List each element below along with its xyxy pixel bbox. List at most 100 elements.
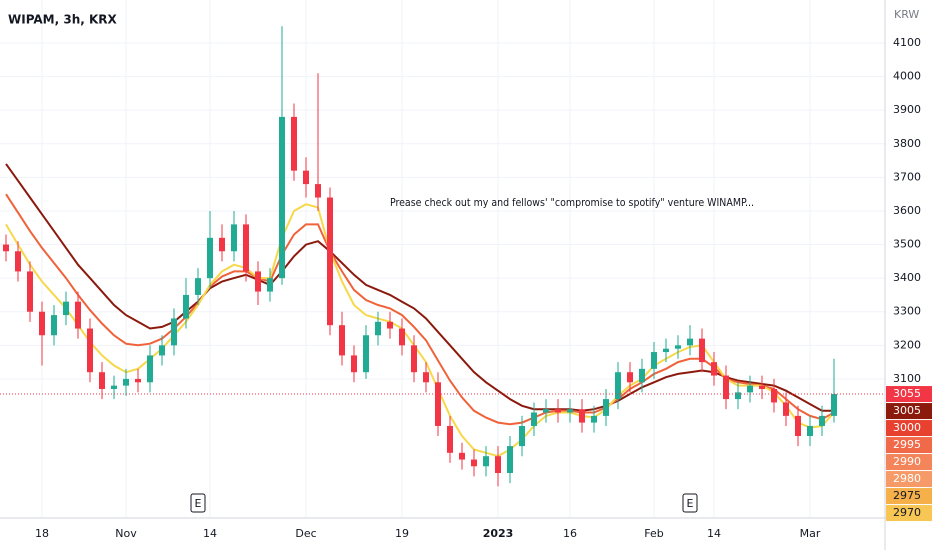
candle-body xyxy=(807,425,813,437)
candle-body xyxy=(663,348,669,353)
candle-body xyxy=(591,415,597,423)
price-label-box xyxy=(886,471,932,488)
candle-body xyxy=(39,311,45,336)
candle-body xyxy=(699,338,705,363)
candle-body xyxy=(219,237,225,252)
candle-body xyxy=(363,335,369,373)
candle-body xyxy=(831,394,837,416)
y-tick-label: 3100 xyxy=(893,372,921,385)
candle-body xyxy=(579,409,585,423)
y-tick-label: 4100 xyxy=(893,36,921,49)
event-label: E xyxy=(195,497,202,510)
candle-body xyxy=(543,409,549,413)
candle-body xyxy=(291,116,297,171)
x-tick-label: Mar xyxy=(800,527,821,540)
price-label: 3000 xyxy=(893,421,921,434)
candle-body xyxy=(3,244,9,252)
candle-body xyxy=(303,170,309,185)
candle-body xyxy=(351,355,357,373)
candle-body xyxy=(159,345,165,356)
x-tick-label: 16 xyxy=(563,527,577,540)
candle-body xyxy=(627,372,633,383)
candle-body xyxy=(255,271,261,292)
candle-body xyxy=(759,385,765,390)
price-label: 3005 xyxy=(893,404,921,417)
candle-body xyxy=(339,325,345,356)
candle-body xyxy=(87,328,93,373)
candle-body xyxy=(135,378,141,383)
candle-body xyxy=(711,362,717,376)
candle-body xyxy=(567,409,573,413)
candle-body xyxy=(687,338,693,346)
y-axis-label: KRW xyxy=(894,8,919,21)
candle-body xyxy=(411,345,417,373)
candle-body xyxy=(531,412,537,426)
candle-body xyxy=(423,372,429,383)
price-label: 3055 xyxy=(893,387,921,400)
candle-body xyxy=(519,425,525,447)
x-tick-label: 2023 xyxy=(483,527,514,540)
candle-body xyxy=(723,375,729,400)
candle-body xyxy=(75,301,81,329)
x-tick-label: 18 xyxy=(35,527,49,540)
candle-body xyxy=(795,415,801,437)
x-tick-label: 19 xyxy=(395,527,409,540)
candle-body xyxy=(459,452,465,460)
candle-body xyxy=(435,382,441,426)
candle-body xyxy=(111,385,117,390)
ribbon-line xyxy=(5,193,835,426)
ribbon-line xyxy=(5,203,835,458)
candle-body xyxy=(471,459,477,467)
candle-body xyxy=(171,318,177,346)
candle-body xyxy=(603,399,609,416)
price-label-box xyxy=(886,505,932,522)
x-tick-label: Dec xyxy=(295,527,316,540)
y-tick-label: 3600 xyxy=(893,204,921,217)
candle-body xyxy=(387,321,393,329)
y-tick-label: 4000 xyxy=(893,70,921,83)
candle-body xyxy=(639,368,645,383)
chart-title: WIPAM, 3h, KRX xyxy=(8,13,118,27)
candle-body xyxy=(195,278,201,295)
y-tick-label: 3200 xyxy=(893,338,921,351)
candle-body xyxy=(375,321,381,336)
candle-body xyxy=(231,224,237,252)
candle-body xyxy=(147,355,153,383)
price-label-box xyxy=(886,488,932,505)
candle-body xyxy=(279,116,285,279)
candle-body xyxy=(783,402,789,416)
candle-body xyxy=(651,352,657,369)
x-tick-label: Feb xyxy=(644,527,663,540)
price-label: 2995 xyxy=(893,438,921,451)
annotation: Prease check out my and fellows' "compro… xyxy=(390,197,754,209)
event-box xyxy=(682,493,698,513)
candle-body xyxy=(15,251,21,272)
price-label: 2970 xyxy=(893,506,921,519)
price-label-box xyxy=(886,454,932,471)
price-label: 2975 xyxy=(893,489,921,502)
candle-body xyxy=(99,372,105,390)
candle-body xyxy=(483,456,489,467)
ribbon-line xyxy=(5,163,834,412)
candle-body xyxy=(243,224,249,272)
candle-body xyxy=(819,415,825,426)
candle-body xyxy=(267,278,273,292)
candle-body xyxy=(735,392,741,400)
candle-body xyxy=(747,385,753,393)
candle-body xyxy=(447,425,453,453)
candle-body xyxy=(315,184,321,198)
price-label-box xyxy=(886,403,932,420)
axes: 3100 3200 3300 3400 3500 3600 3700 3800 3900 4000… xyxy=(35,36,932,540)
candle-body xyxy=(675,345,681,349)
candle-body xyxy=(555,409,561,413)
price-label-box xyxy=(886,420,932,437)
price-label-box xyxy=(886,437,932,454)
price-label-box xyxy=(886,386,932,403)
event-label: E xyxy=(687,497,694,510)
y-tick-label: 3700 xyxy=(893,170,921,183)
y-tick-label: 3500 xyxy=(893,238,921,251)
y-tick-label: 3300 xyxy=(893,305,921,318)
candle-body xyxy=(771,389,777,403)
